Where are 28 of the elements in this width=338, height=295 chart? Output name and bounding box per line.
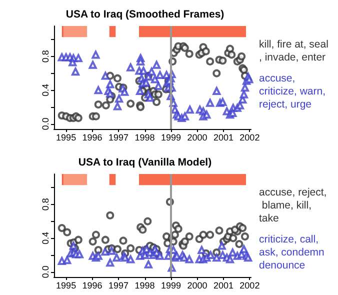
series-label: kill, fire at, seal, invade, enter: [259, 38, 328, 64]
y-tick-label: 0.0: [40, 266, 50, 278]
y-tick-label: 0.4: [40, 84, 50, 96]
x-tick-label: 2002: [240, 132, 260, 142]
series-label: criticize, call, ask, condemn denounce: [259, 234, 328, 272]
x-tick-label: 1997: [108, 132, 129, 142]
chart-title: USA to Iraq (Vanilla Model): [78, 156, 212, 168]
chart-title: USA to Iraq (Smoothed Frames): [66, 8, 224, 20]
y-tick-label: 0.4: [40, 232, 50, 244]
x-tick-label: 1996: [82, 280, 102, 290]
x-tick-label: 1998: [134, 132, 155, 142]
x-tick-label: 1998: [134, 280, 155, 290]
y-tick-label: 0.0: [40, 118, 50, 130]
x-tick-label: 1995: [56, 132, 76, 142]
x-tick-label: 1995: [56, 280, 76, 290]
x-tick-label: 2002: [240, 280, 260, 290]
x-tick-label: 2001: [213, 132, 234, 142]
y-tick-label: 0.8: [40, 50, 50, 63]
x-tick-label: 1996: [82, 132, 102, 142]
y-tick-label: 0.8: [40, 198, 50, 211]
x-tick-label: 1997: [108, 280, 129, 290]
series-label: accuse, reject, blame, kill, take: [259, 186, 327, 224]
x-tick-label: 1999: [160, 132, 182, 142]
x-tick-label: 1999: [160, 280, 182, 290]
x-tick-label: 2000: [187, 132, 208, 142]
x-tick-label: 2000: [187, 280, 208, 290]
series-label: accuse, criticize, warn, reject, urge: [259, 72, 328, 110]
x-tick-label: 2001: [213, 280, 234, 290]
